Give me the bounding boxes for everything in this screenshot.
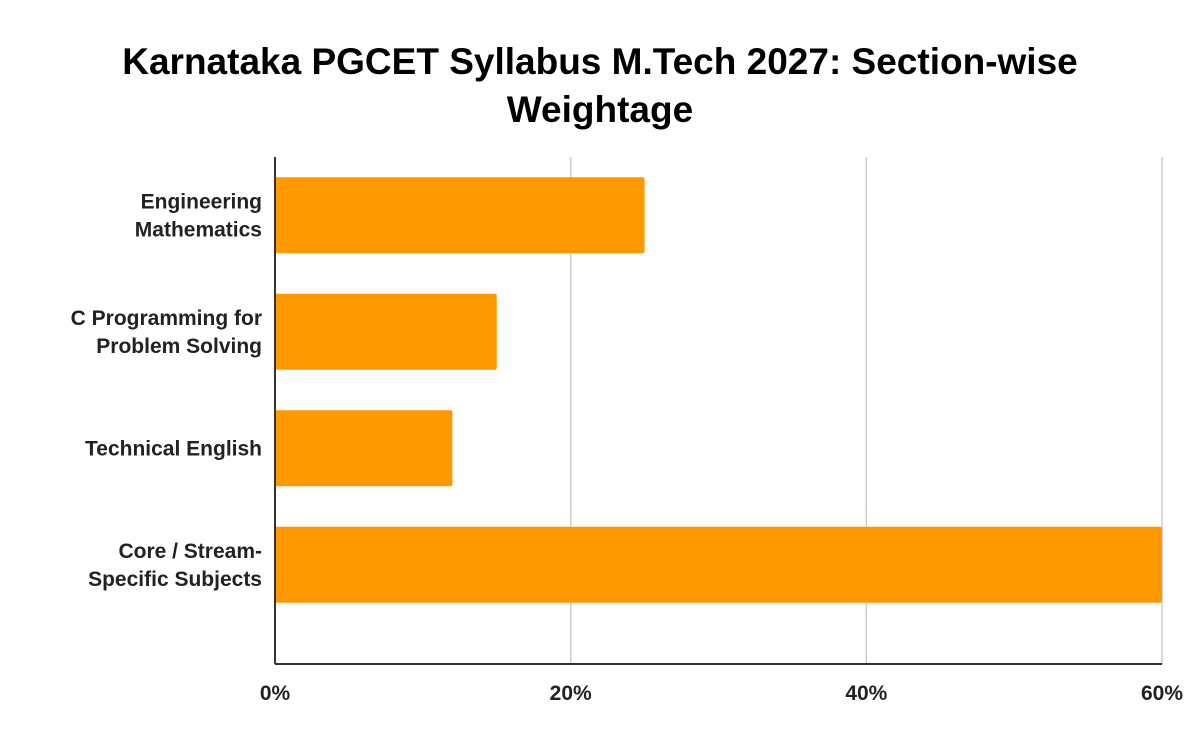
category-label-line: Problem Solving [96,335,262,358]
bar [275,177,645,254]
category-label-line: Engineering [141,190,262,213]
chart-title: Karnataka PGCET Syllabus M.Tech 2027: Se… [122,41,1078,130]
category-label: Engineering Mathematics [135,190,262,241]
bars [275,177,1162,603]
category-label-line: Mathematics [135,218,262,241]
bar [275,410,453,487]
bar [275,526,1162,603]
category-label-line: Core / Stream- [118,540,262,563]
category-label: Core / Stream- Specific Subjects [88,540,262,591]
category-label: C Programming for Problem Solving [71,307,262,358]
category-label-line: Specific Subjects [88,568,262,591]
x-tick-labels: 0% 20% 40% 60% [260,682,1184,705]
category-label-line: Technical English [85,437,262,460]
x-tick-label: 0% [260,682,291,705]
category-label: Technical English [85,437,262,460]
axes [274,157,1162,665]
category-label-line: C Programming for [71,307,262,330]
x-tick-label: 20% [550,682,592,705]
bar [275,293,497,370]
category-labels: Engineering Mathematics C Programming for P… [71,190,262,591]
x-tick-label: 60% [1141,682,1183,705]
x-tick-label: 40% [845,682,887,705]
